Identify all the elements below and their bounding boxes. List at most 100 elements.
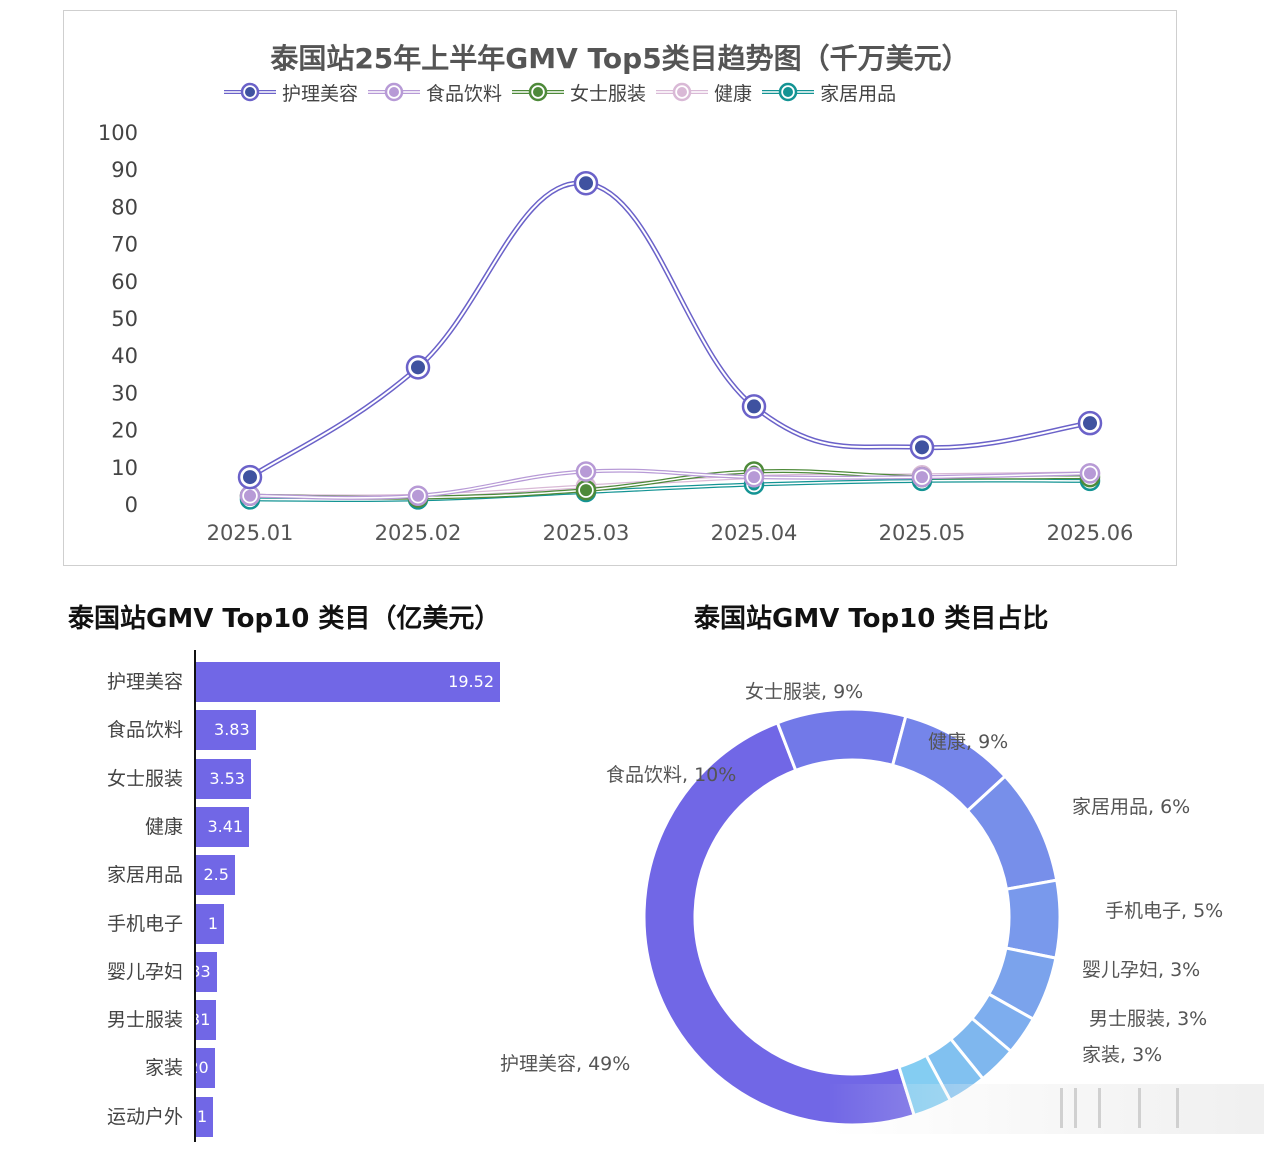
bar: 2.5 bbox=[196, 855, 235, 896]
series-line bbox=[249, 469, 1091, 499]
blurred-watermark-mark bbox=[1074, 1088, 1077, 1128]
bar-chart-title: 泰国站GMV Top10 类目（亿美元） bbox=[68, 604, 501, 634]
blurred-watermark-mark bbox=[1060, 1088, 1063, 1128]
bar-row: 家居用品 2.5 bbox=[0, 855, 560, 896]
bar-category-label: 婴儿孕妇 bbox=[106, 960, 183, 983]
bar-row: 护理美容 19.52 bbox=[0, 662, 560, 702]
bar-category-label: 食品饮料 bbox=[106, 719, 183, 742]
y-tick-label: 10 bbox=[111, 456, 138, 480]
donut-slice bbox=[775, 707, 908, 773]
bar-value-label: 3.83 bbox=[214, 720, 250, 740]
y-tick-label: 70 bbox=[111, 233, 138, 257]
donut-slice-label: 婴儿孕妇, 3% bbox=[1082, 959, 1201, 981]
bar-row: 手机电子 1 bbox=[0, 903, 560, 944]
legend-item[interactable]: 护理美容 bbox=[222, 79, 358, 106]
legend-swatch bbox=[656, 82, 709, 102]
bar: .31 bbox=[196, 1000, 217, 1041]
bar-row: 男士服装 .31 bbox=[0, 1000, 560, 1041]
legend-swatch bbox=[368, 82, 421, 102]
bar-chart: 护理美容 19.52 食品饮料 3.83 女士服装 3.53 健康 3.41 家居用品 2.5 手机… bbox=[0, 650, 560, 1150]
data-point bbox=[243, 470, 257, 485]
blurred-watermark-mark bbox=[1138, 1088, 1141, 1128]
y-tick-label: 100 bbox=[98, 121, 138, 145]
bar-category-label: 家装 bbox=[144, 1057, 183, 1080]
donut-slice-label: 手机电子, 5% bbox=[1105, 900, 1224, 922]
donut-slice-label: 女士服装, 9% bbox=[745, 681, 864, 703]
x-tick-label: 2025.02 bbox=[375, 521, 462, 545]
data-point bbox=[1083, 416, 1097, 431]
bar-value-label: 1.1 bbox=[196, 1106, 208, 1126]
legend-swatch bbox=[224, 82, 276, 102]
bar-row: 女士服装 3.53 bbox=[0, 758, 560, 799]
series-line-outer bbox=[248, 180, 1091, 480]
data-point bbox=[411, 360, 425, 375]
bar-row: 家装 .20 bbox=[0, 1048, 560, 1089]
donut-slice-label: 男士服装, 3% bbox=[1089, 1008, 1208, 1030]
legend-item[interactable]: 家居用品 bbox=[760, 79, 896, 106]
legend-label: 女士服装 bbox=[570, 82, 647, 105]
x-tick-label: 2025.04 bbox=[711, 521, 798, 545]
data-point bbox=[579, 176, 593, 191]
legend-swatch bbox=[762, 82, 815, 102]
legend-item[interactable]: 健康 bbox=[654, 79, 752, 106]
blurred-watermark bbox=[828, 1084, 1264, 1134]
data-point bbox=[580, 484, 592, 497]
line-chart-legend: 护理美容 食品饮料 女士服装 健康 家居用品 bbox=[222, 79, 896, 106]
line-chart-svg: 0 10 20 30 40 50 60 70 80 90 100 2025.01 2025.02 2025… bbox=[98, 121, 1134, 545]
data-point bbox=[915, 440, 929, 455]
bar-row: 食品饮料 3.83 bbox=[0, 710, 560, 751]
donut-chart-svg bbox=[642, 707, 1062, 1127]
x-tick-label: 2025.06 bbox=[1047, 521, 1134, 545]
blurred-watermark-mark bbox=[1098, 1088, 1101, 1128]
bar-row: 健康 3.41 bbox=[0, 806, 560, 847]
y-tick-label: 90 bbox=[111, 158, 138, 182]
bar: .33 bbox=[196, 951, 217, 992]
bar: 3.83 bbox=[196, 710, 256, 751]
bar-row: 运动户外 1.1 bbox=[0, 1096, 560, 1137]
legend-item[interactable]: 食品饮料 bbox=[366, 79, 502, 106]
bar-category-label: 护理美容 bbox=[106, 671, 183, 693]
bar-chart-axis bbox=[194, 650, 196, 1142]
legend-label: 家居用品 bbox=[820, 82, 897, 105]
data-point bbox=[1084, 467, 1096, 480]
bar-row: 婴儿孕妇 .33 bbox=[0, 951, 560, 992]
data-point bbox=[748, 471, 760, 484]
donut-slice-label: 家装, 3% bbox=[1082, 1044, 1163, 1066]
bar-category-label: 运动户外 bbox=[106, 1105, 183, 1128]
legend-item[interactable]: 女士服装 bbox=[510, 79, 646, 106]
donut-slice bbox=[1004, 878, 1062, 960]
bar: 19.52 bbox=[196, 662, 500, 702]
bar-value-label: .33 bbox=[196, 961, 211, 981]
x-tick-label: 2025.05 bbox=[879, 521, 966, 545]
bar-category-label: 女士服装 bbox=[106, 767, 183, 790]
bar-value-label: 19.52 bbox=[448, 672, 494, 691]
x-tick-label: 2025.01 bbox=[207, 521, 294, 545]
legend-swatch bbox=[512, 82, 565, 102]
x-tick-label: 2025.03 bbox=[543, 521, 630, 545]
donut-slice bbox=[642, 720, 917, 1127]
data-point bbox=[747, 399, 761, 414]
legend-label: 护理美容 bbox=[282, 82, 359, 105]
line-chart-title: 泰国站25年上半年GMV Top5类目趋势图（千万美元） bbox=[270, 42, 970, 75]
bar: 1.1 bbox=[196, 1096, 214, 1137]
y-tick-label: 0 bbox=[125, 493, 138, 517]
legend-label: 健康 bbox=[714, 82, 753, 105]
bar-category-label: 家居用品 bbox=[106, 864, 183, 887]
bar-category-label: 健康 bbox=[144, 815, 183, 838]
donut-slice-label: 家居用品, 6% bbox=[1072, 796, 1191, 818]
bar: .20 bbox=[196, 1048, 215, 1089]
data-point bbox=[244, 489, 256, 502]
bar-value-label: 2.5 bbox=[203, 865, 229, 885]
legend-label: 食品饮料 bbox=[426, 82, 503, 105]
y-tick-label: 60 bbox=[111, 270, 138, 294]
y-tick-label: 20 bbox=[111, 419, 138, 443]
y-tick-label: 80 bbox=[111, 195, 138, 219]
bar-category-label: 手机电子 bbox=[106, 912, 183, 935]
data-point bbox=[412, 489, 424, 502]
line-chart-panel: 泰国站25年上半年GMV Top5类目趋势图（千万美元） bbox=[63, 10, 1177, 566]
y-tick-label: 30 bbox=[111, 381, 138, 405]
bar-value-label: 1 bbox=[207, 913, 219, 933]
series-line-outer bbox=[249, 468, 1091, 500]
series-line bbox=[249, 479, 1091, 501]
bar-value-label: 3.53 bbox=[209, 768, 245, 788]
